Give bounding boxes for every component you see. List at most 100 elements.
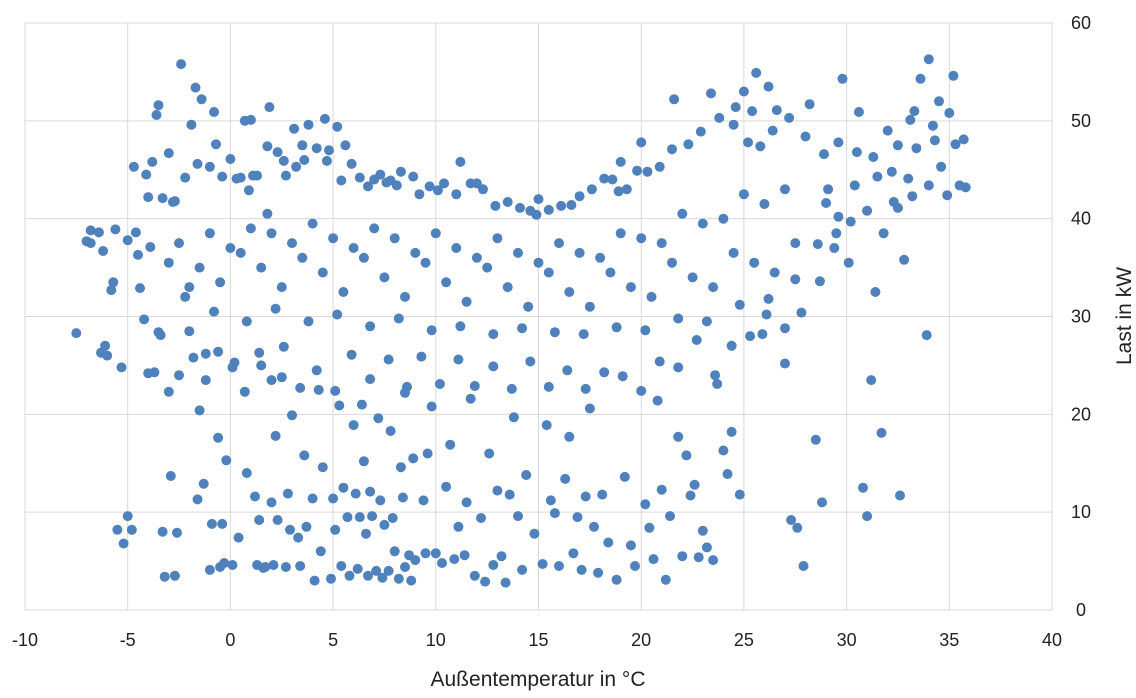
data-point-0-439 (426, 325, 437, 336)
data-point-0-57 (245, 114, 256, 125)
data-point-0-355 (710, 370, 721, 381)
data-point-0-204 (706, 88, 716, 99)
data-point-0-84 (307, 493, 318, 504)
data-point-0-336 (365, 374, 376, 385)
data-point-0-250 (960, 182, 971, 193)
data-point-0-118 (383, 565, 394, 576)
data-point-0-271 (632, 165, 643, 176)
y-axis-title: Last in kW (1113, 267, 1136, 365)
data-point-0-207 (718, 445, 729, 456)
data-point-0-399 (790, 238, 801, 249)
data-point-0-304 (252, 170, 263, 181)
data-point-0-406 (307, 218, 318, 229)
data-point-0-364 (862, 205, 873, 216)
data-point-0-183 (615, 156, 626, 167)
data-point-0-193 (660, 574, 671, 585)
data-point-0-269 (654, 161, 665, 172)
data-point-0-235 (882, 125, 893, 136)
data-point-0-377 (338, 287, 349, 297)
data-point-0-356 (726, 340, 737, 351)
data-point-0-345 (525, 356, 536, 367)
data-point-0-317 (110, 224, 121, 235)
data-point-0-210 (730, 102, 741, 113)
data-point-0-215 (757, 329, 768, 340)
data-point-0-237 (895, 490, 905, 501)
data-point-0-397 (749, 257, 760, 268)
data-point-0-142 (449, 554, 460, 565)
data-point-0-443 (549, 327, 560, 338)
data-point-0-395 (708, 282, 719, 293)
data-point-0-385 (502, 282, 513, 293)
data-point-0-21 (151, 110, 162, 120)
data-point-0-225 (823, 184, 834, 195)
data-point-0-279 (543, 204, 554, 215)
data-point-0-150 (476, 513, 486, 523)
data-point-0-445 (611, 322, 622, 333)
data-point-0-223 (810, 434, 821, 445)
data-point-0-454 (849, 180, 860, 191)
data-point-0-126 (400, 562, 410, 572)
data-point-0-446 (640, 325, 651, 336)
data-point-0-360 (796, 307, 807, 318)
data-point-0-132 (414, 189, 425, 200)
data-point-0-27 (165, 471, 176, 481)
data-point-0-450 (763, 293, 774, 304)
data-point-0-239 (905, 114, 916, 125)
data-point-0-0 (71, 328, 82, 339)
data-point-0-68 (268, 560, 279, 570)
data-point-0-95 (334, 400, 345, 411)
data-point-0-228 (843, 257, 854, 268)
data-point-0-273 (613, 186, 624, 197)
data-point-0-257 (833, 137, 844, 148)
data-point-0-318 (98, 246, 109, 256)
data-point-0-201 (693, 552, 704, 563)
data-point-0-61 (254, 515, 265, 525)
x-tick-label-8: 30 (837, 630, 857, 650)
data-point-0-278 (556, 200, 567, 211)
data-point-0-105 (356, 399, 367, 410)
data-point-0-308 (204, 161, 215, 172)
data-point-0-386 (523, 301, 534, 312)
data-point-0-153 (488, 560, 499, 570)
data-point-0-290 (395, 166, 406, 177)
data-point-0-176 (584, 403, 595, 414)
data-point-0-187 (636, 137, 647, 148)
data-point-0-282 (502, 197, 513, 207)
data-point-0-167 (545, 495, 556, 506)
data-point-0-414 (471, 252, 482, 263)
data-point-0-415 (492, 233, 503, 244)
data-point-0-17 (139, 314, 150, 325)
data-point-0-391 (625, 282, 636, 293)
data-point-0-324 (188, 352, 199, 363)
data-point-0-347 (562, 365, 573, 376)
data-point-0-366 (892, 202, 903, 213)
data-point-0-218 (780, 358, 790, 369)
data-point-0-272 (621, 184, 632, 195)
y-tick-label-6: 60 (1071, 13, 1091, 33)
data-point-0-130 (408, 453, 419, 464)
data-point-0-140 (441, 481, 452, 492)
data-point-0-268 (667, 144, 677, 155)
data-point-0-245 (936, 161, 947, 172)
data-point-0-384 (482, 262, 493, 273)
data-point-0-175 (580, 491, 591, 502)
data-point-0-233 (870, 287, 881, 297)
x-tick-label-10: 40 (1042, 630, 1062, 650)
data-point-0-81 (299, 450, 310, 461)
data-point-0-310 (180, 172, 191, 183)
data-point-0-114 (375, 495, 386, 506)
data-point-0-258 (819, 149, 829, 160)
data-point-0-338 (400, 387, 410, 398)
data-point-0-330 (266, 375, 277, 386)
data-point-0-124 (395, 462, 406, 473)
data-point-0-173 (572, 512, 583, 523)
data-point-0-328 (239, 386, 250, 397)
data-point-0-353 (673, 362, 684, 373)
data-point-0-214 (751, 67, 762, 78)
data-point-0-131 (410, 555, 421, 566)
x-tick-label-4: 10 (426, 630, 446, 650)
data-point-0-144 (455, 156, 466, 167)
data-point-0-170 (560, 473, 571, 484)
data-point-0-319 (85, 238, 96, 249)
data-point-0-368 (923, 180, 934, 191)
